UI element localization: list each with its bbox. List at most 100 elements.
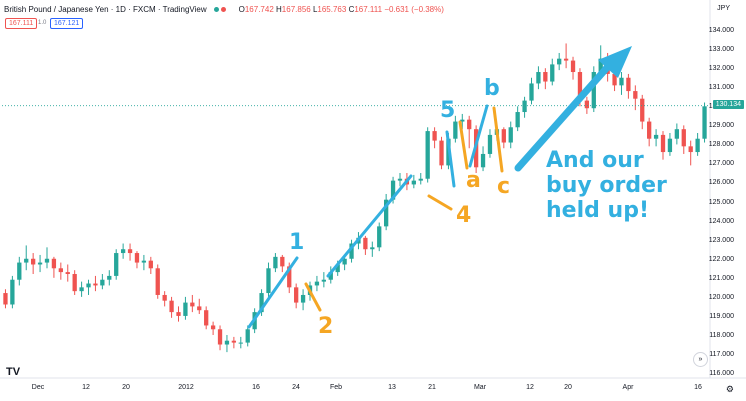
wave-c-line: [492, 106, 504, 173]
candle-body: [626, 77, 631, 92]
y-tick-label: 125.000: [708, 198, 734, 206]
candle-body: [681, 129, 686, 147]
x-tick-label: 24: [292, 384, 300, 391]
candle-body: [231, 340, 237, 343]
candle-body: [100, 279, 105, 286]
candle-body: [653, 134, 659, 139]
candle-body: [563, 58, 569, 61]
candle-body: [259, 293, 264, 313]
change-value: −0.631 (−0.38%): [384, 5, 444, 14]
candle-body: [570, 60, 576, 73]
note-line-1: And our: [546, 148, 644, 173]
candle-body: [245, 329, 250, 343]
candle-body: [37, 262, 43, 265]
wave3-line: [326, 174, 413, 278]
market-status-icon: [213, 7, 226, 12]
candle-body: [674, 129, 679, 139]
scroll-to-end-icon[interactable]: »: [693, 352, 708, 367]
sell-button[interactable]: 167.111: [5, 18, 38, 29]
x-tick-label: Apr: [622, 384, 634, 391]
x-tick-label: 20: [564, 384, 572, 391]
candle-body: [688, 146, 693, 153]
settings-gear-icon[interactable]: ⚙: [725, 384, 734, 394]
candle-body: [24, 258, 29, 263]
candle-body: [3, 293, 8, 305]
x-tick-label: 12: [82, 384, 90, 391]
candle-body: [522, 100, 527, 113]
candle-body: [148, 260, 153, 269]
candle-body: [647, 121, 652, 139]
x-tick-label: 13: [388, 384, 396, 391]
y-tick-label: 132.000: [708, 65, 734, 73]
candle-body: [467, 119, 472, 130]
spread-value: 1.0: [38, 20, 47, 26]
candle-body: [487, 134, 493, 154]
candle-body: [10, 279, 15, 305]
open-value: 167.742: [244, 5, 274, 14]
candle-body: [127, 249, 133, 254]
candle-body: [418, 178, 423, 181]
y-tick-label: 134.000: [708, 27, 734, 34]
y-tick-label: 124.000: [708, 217, 734, 225]
wave-label-2: 2: [318, 314, 334, 339]
candle-body: [453, 121, 458, 139]
buy-button[interactable]: 167.121: [50, 18, 84, 29]
wave2-line: [304, 282, 322, 312]
wave-label-4: 4: [456, 203, 472, 228]
candle-body: [508, 127, 513, 143]
candle-body: [300, 294, 306, 303]
candle-body: [141, 260, 147, 263]
y-tick-label: 123.000: [708, 236, 734, 244]
wave1-line: [247, 256, 299, 329]
candle-body: [238, 342, 243, 344]
candle-body: [633, 91, 638, 99]
y-tick-label: 121.000: [708, 274, 734, 282]
candle-body: [273, 256, 278, 269]
candle-body: [335, 264, 340, 273]
candle-body: [411, 180, 416, 185]
candle-body: [577, 72, 583, 101]
wave-label-1: 1: [289, 230, 305, 255]
wave4-line: [427, 194, 453, 211]
candle-body: [190, 302, 195, 307]
wave-a-line: [458, 120, 469, 170]
y-tick-label: 120.000: [708, 293, 734, 301]
candle-body: [210, 325, 216, 330]
candle-body: [321, 279, 326, 282]
wave-b-line: [468, 104, 489, 168]
candle-body: [134, 253, 140, 263]
candle-body: [370, 247, 375, 250]
candle-body: [377, 226, 382, 248]
wave-label-5: 5: [440, 98, 456, 123]
x-tick-label: 21: [428, 384, 436, 391]
y-tick-label: 128.000: [708, 141, 734, 149]
candle-body: [114, 253, 119, 276]
candle-body: [342, 258, 347, 265]
close-value: 167.111: [354, 5, 383, 14]
candle-body: [17, 262, 22, 280]
candle-body: [93, 283, 98, 286]
wave5-line: [445, 130, 456, 188]
candle-body: [280, 256, 285, 267]
candle-body: [162, 294, 167, 301]
candle-body: [107, 275, 112, 280]
symbol-title[interactable]: British Pound / Japanese Yen · 1D · FXCM…: [4, 5, 207, 14]
y-tick-label: 122.000: [708, 255, 734, 263]
candle-body: [328, 272, 333, 280]
ohlc-readout: O167.742 H167.856 L165.763 C167.111 −0.6…: [238, 5, 444, 14]
y-tick-label: 131.000: [708, 84, 734, 92]
chart-header: British Pound / Japanese Yen · 1D · FXCM…: [4, 5, 444, 14]
candle-body: [529, 83, 534, 101]
buy-arrow-head: [598, 46, 632, 78]
candle-body: [79, 287, 84, 292]
candle-body: [390, 180, 396, 200]
candle-body: [640, 98, 645, 122]
candle-body: [384, 199, 389, 227]
x-tick-label: 2012: [178, 384, 194, 391]
candle-body: [183, 302, 188, 316]
candle-body: [197, 306, 202, 311]
x-tick-label: Dec: [31, 384, 45, 391]
low-value: 165.763: [317, 5, 347, 14]
